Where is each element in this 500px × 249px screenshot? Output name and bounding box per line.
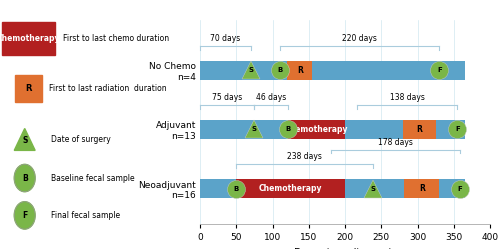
Text: First to last radiation  duration: First to last radiation duration [50,84,167,93]
Text: 70 days: 70 days [210,34,240,43]
Text: 220 days: 220 days [342,34,377,43]
Bar [200,61,464,80]
Text: R: R [419,184,425,193]
Text: S: S [252,126,257,132]
Polygon shape [14,128,35,150]
Bar [288,120,345,139]
Text: 238 days: 238 days [287,152,322,161]
Text: Final fecal sample: Final fecal sample [52,211,120,220]
Bar [200,179,464,198]
Text: F: F [22,211,28,220]
Bar [236,179,345,198]
Text: B: B [22,174,28,183]
Text: S: S [248,67,254,73]
Text: Date of surgery: Date of surgery [52,135,111,144]
Text: Chemotherapy: Chemotherapy [284,125,348,134]
FancyBboxPatch shape [2,22,55,55]
Text: 75 days: 75 days [212,93,242,102]
Text: Baseline fecal sample: Baseline fecal sample [52,174,135,183]
Circle shape [14,202,35,229]
FancyBboxPatch shape [15,75,42,102]
Text: R: R [297,66,302,75]
Text: 46 days: 46 days [256,93,286,102]
Text: Chemotherapy: Chemotherapy [0,34,60,43]
Text: 178 days: 178 days [378,137,412,147]
Text: R: R [26,84,32,93]
Text: F: F [455,126,460,132]
Text: First to last chemo duration: First to last chemo duration [62,34,169,43]
Text: B: B [234,186,239,191]
Text: F: F [437,67,442,73]
Text: B: B [285,126,290,132]
Text: 138 days: 138 days [390,93,425,102]
Circle shape [14,164,35,192]
Bar [403,120,436,139]
Text: Chemotherapy: Chemotherapy [259,184,322,193]
Bar [287,61,312,80]
Bar [200,120,464,139]
X-axis label: Days since diagnosis: Days since diagnosis [294,248,396,249]
Text: S: S [22,136,28,145]
Bar [404,179,440,198]
Text: S: S [370,186,375,191]
Text: F: F [457,186,462,191]
Text: R: R [416,125,422,134]
Text: B: B [277,67,282,73]
